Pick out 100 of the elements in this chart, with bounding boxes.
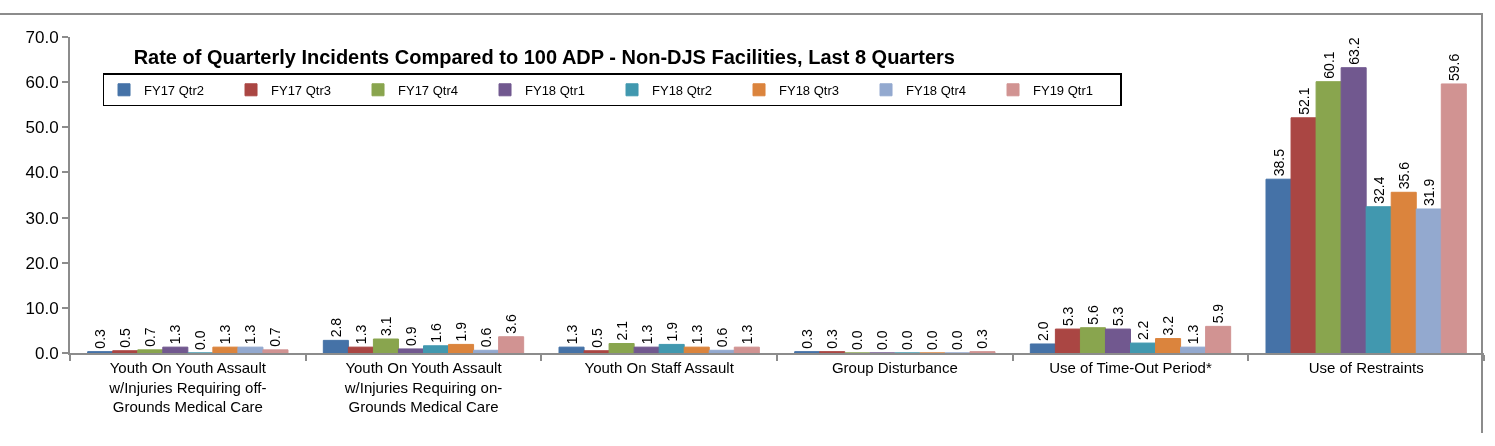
y-tick-label: 10.0	[25, 298, 59, 318]
data-label: 1.6	[428, 323, 445, 343]
bar	[633, 346, 660, 353]
data-label: 0.6	[713, 327, 730, 348]
data-label: 0.5	[588, 328, 605, 348]
bar	[1315, 81, 1342, 353]
data-label: 63.2	[1345, 37, 1362, 65]
data-label: 0.3	[974, 328, 991, 349]
bar	[423, 345, 450, 353]
data-label: 1.3	[563, 324, 580, 345]
data-label: 5.3	[1109, 306, 1126, 327]
text: Rate of Quarterly Incidents Compared to 100 ADP - Non-DJS Facilities, Last 8 Quarters	[133, 46, 955, 69]
data-label: 35.6	[1395, 161, 1412, 190]
legend-label: FY19 Qtr1	[1033, 82, 1093, 98]
bar	[1390, 191, 1417, 353]
bar	[1415, 208, 1442, 353]
y-tick-label: 20.0	[25, 253, 59, 273]
bar	[1290, 117, 1317, 353]
data-label: 1.9	[453, 321, 470, 342]
data-label: 3.1	[377, 316, 394, 337]
x-tick-label: Youth On Staff Assault	[584, 359, 735, 376]
data-label: 1.3	[217, 324, 234, 345]
bar	[1365, 206, 1392, 353]
legend-label: FY18 Qtr2	[652, 82, 712, 98]
bar	[372, 338, 399, 353]
legend-label: FY18 Qtr4	[906, 82, 966, 98]
data-label: 1.3	[688, 324, 705, 345]
data-label: 31.9	[1420, 178, 1437, 206]
bar	[1054, 328, 1081, 353]
x-tick-label: Use of Restraints	[1308, 359, 1424, 376]
legend-label: FY17 Qtr3	[271, 82, 331, 98]
data-label: 38.5	[1270, 148, 1287, 177]
bar	[1029, 343, 1056, 353]
bar	[583, 350, 610, 353]
bar	[262, 349, 289, 353]
data-label: 0.0	[849, 330, 866, 350]
x-tick-label: Use of Time-Out Period*	[1049, 359, 1212, 376]
data-label: 0.5	[117, 328, 134, 348]
data-label: 0.0	[949, 330, 966, 350]
x-tick-label: Youth On Youth Assault w/Injuries Requiring on-Grounds Medical Care	[343, 359, 503, 415]
data-label: 2.2	[1135, 320, 1152, 341]
data-label: 3.2	[1160, 315, 1177, 336]
bar	[473, 349, 500, 353]
bar	[162, 346, 189, 353]
bar	[1180, 346, 1207, 353]
bar	[498, 336, 525, 353]
legend-label: FY17 Qtr4	[398, 82, 458, 98]
data-label: 1.3	[167, 324, 184, 345]
legend-label: FY17 Qtr2	[144, 82, 204, 98]
bar	[683, 346, 710, 353]
bar	[733, 346, 760, 353]
bar	[708, 349, 735, 353]
data-label: 3.6	[503, 314, 520, 334]
legend-label: FY18 Qtr3	[779, 82, 839, 98]
data-label: 59.6	[1445, 53, 1462, 81]
y-tick-label: 30.0	[25, 208, 59, 228]
data-label: 0.9	[402, 326, 419, 346]
bar	[1340, 67, 1367, 353]
data-label: 2.8	[327, 317, 344, 338]
data-label: 1.3	[242, 324, 259, 345]
data-label: 52.1	[1295, 87, 1312, 115]
bar	[137, 349, 164, 353]
y-tick-label: 70.0	[25, 27, 59, 47]
y-tick-label: 50.0	[25, 118, 59, 138]
data-label: 2.0	[1034, 321, 1051, 341]
bar	[212, 346, 239, 353]
data-label: 0.3	[799, 328, 816, 349]
data-label: 5.9	[1210, 303, 1227, 324]
bar	[112, 350, 139, 353]
bar	[448, 343, 475, 353]
bar	[322, 339, 349, 353]
bar	[1205, 325, 1232, 353]
data-label: 5.6	[1084, 305, 1101, 325]
bar	[347, 346, 374, 353]
y-tick-label: 60.0	[25, 73, 59, 93]
bar	[1155, 338, 1182, 353]
data-label: 32.4	[1370, 176, 1387, 204]
bar	[237, 346, 264, 353]
bar	[397, 348, 424, 353]
data-label: 0.7	[142, 327, 159, 347]
data-label: 1.3	[1185, 324, 1202, 345]
bar	[658, 343, 685, 353]
data-label: 0.7	[267, 327, 284, 347]
y-tick-label: 0.0	[34, 343, 59, 363]
data-label: 1.3	[738, 324, 755, 345]
data-label: 0.0	[874, 330, 891, 350]
data-label: 2.1	[613, 320, 630, 341]
bar	[558, 346, 585, 353]
bar	[1079, 327, 1106, 353]
data-label: 0.0	[899, 330, 916, 350]
data-label: 5.3	[1059, 306, 1076, 327]
data-label: 1.3	[638, 324, 655, 345]
bar	[1130, 342, 1157, 353]
data-label: 0.3	[92, 328, 109, 349]
data-label: 1.9	[663, 321, 680, 342]
bar	[608, 343, 635, 353]
bar	[1104, 328, 1131, 353]
data-label: 1.3	[352, 324, 369, 345]
data-label: 0.0	[924, 330, 941, 350]
data-label: 0.6	[478, 327, 495, 348]
